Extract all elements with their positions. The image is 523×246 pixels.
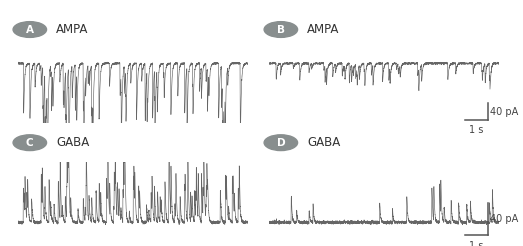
- Text: 40 pA: 40 pA: [490, 107, 518, 117]
- Text: AMPA: AMPA: [307, 23, 339, 36]
- Text: AMPA: AMPA: [56, 23, 88, 36]
- Text: A: A: [26, 25, 34, 34]
- Text: C: C: [26, 138, 33, 148]
- Text: GABA: GABA: [307, 136, 340, 149]
- Text: 1 s: 1 s: [469, 241, 484, 246]
- Text: GABA: GABA: [56, 136, 89, 149]
- Text: 1 s: 1 s: [469, 125, 484, 135]
- Text: D: D: [277, 138, 285, 148]
- Text: B: B: [277, 25, 285, 34]
- Text: 40 pA: 40 pA: [490, 214, 518, 224]
